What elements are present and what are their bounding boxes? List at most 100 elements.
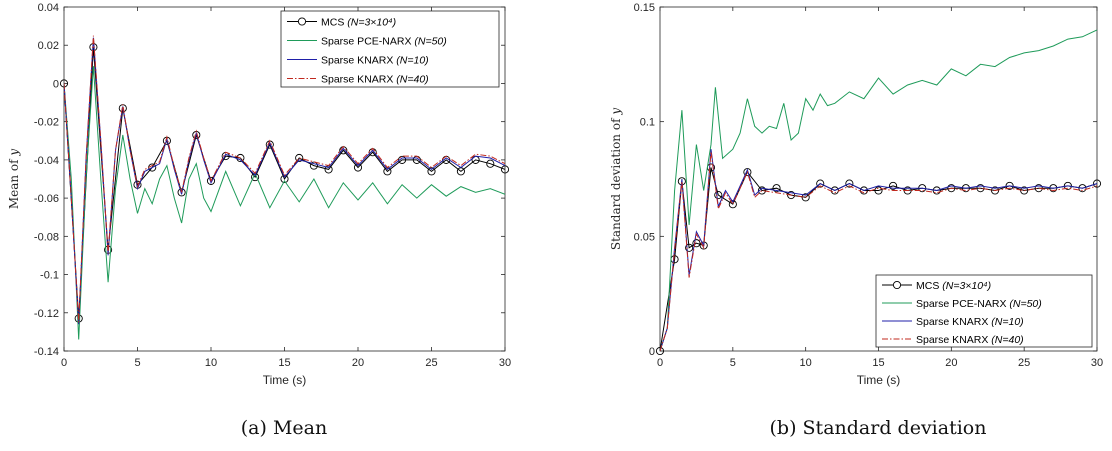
mcs-marker xyxy=(947,184,956,193)
y-axis-label-text: Mean of xyxy=(7,156,21,210)
y-axis-label-variable: y xyxy=(7,149,21,157)
y-tick-label: -0.02 xyxy=(34,117,59,129)
legend-box xyxy=(875,274,1093,348)
x-tick-label: 5 xyxy=(730,357,736,369)
legend-series-name: Sparse KNARX xyxy=(321,74,396,86)
legend-series-sample-size: (N=3×10⁴) xyxy=(942,280,991,292)
mcs-marker xyxy=(206,176,216,185)
legend-series-sample-size: (N=3×10⁴) xyxy=(347,17,396,29)
legend-series-sample-size: (N=10) xyxy=(396,55,428,67)
x-axis-label: Time (s) xyxy=(263,373,307,387)
legend-entry-3: Sparse KNARX (N=40) xyxy=(321,74,429,86)
y-axis-label: Standard deviation of y xyxy=(609,108,623,250)
series-line-3 xyxy=(64,35,505,323)
mcs-marker xyxy=(976,184,985,193)
series-line-0 xyxy=(64,47,505,319)
mcs-marker xyxy=(1005,181,1014,190)
mcs-marker xyxy=(787,191,796,200)
x-tick-label: 30 xyxy=(499,357,511,369)
y-tick-label: -0.14 xyxy=(34,346,59,358)
y-tick-label: 0.15 xyxy=(634,2,655,14)
legend-entry-3: Sparse KNARX (N=40) xyxy=(916,334,1024,346)
legend-series-sample-size: (N=40) xyxy=(991,334,1023,346)
legend-series-name: Sparse KNARX xyxy=(916,316,991,328)
legend-series-sample-size: (N=50) xyxy=(414,36,446,48)
x-tick-label: 0 xyxy=(61,357,67,369)
y-tick-label: 0.1 xyxy=(640,117,655,129)
y-tick-label: 0 xyxy=(53,78,59,90)
y-axis-label-variable: y xyxy=(609,108,623,116)
legend-series-name: Sparse KNARX xyxy=(916,334,991,346)
legend-entry-1: Sparse PCE-NARX (N=50) xyxy=(321,36,447,48)
y-tick-label: -0.1 xyxy=(40,270,59,282)
mcs-marker xyxy=(743,168,752,177)
legend-series-name: MCS xyxy=(916,280,942,292)
mean-chart: 0 5 10 15 20 25 30 0.04 0.02 0 -0.02 -0.04 -0.06 -0.0… xyxy=(7,2,511,439)
y-axis-label-text: Standard deviation of xyxy=(609,115,623,250)
legend-series-name: MCS xyxy=(321,17,347,29)
mcs-marker xyxy=(845,179,854,188)
y-tick-label: -0.04 xyxy=(34,155,59,167)
mcs-marker xyxy=(801,193,810,202)
legend-entry-2: Sparse KNARX (N=10) xyxy=(916,316,1024,328)
x-tick-label: 15 xyxy=(278,357,290,369)
mcs-marker xyxy=(1020,186,1029,195)
legend-series-name: Sparse PCE-NARX xyxy=(321,36,414,48)
mcs-marker xyxy=(1034,184,1043,193)
legend-series-sample-size: (N=50) xyxy=(1009,298,1041,310)
mcs-marker xyxy=(486,159,495,168)
mcs-marker xyxy=(889,181,898,190)
legend-series-sample-size: (N=10) xyxy=(991,316,1023,328)
series-line-2 xyxy=(64,37,505,325)
legend: MCS (N=3×10⁴)Sparse PCE-NARX (N=50)Spars… xyxy=(280,10,500,88)
mcs-marker xyxy=(714,191,723,200)
mcs-marker xyxy=(692,239,701,248)
x-tick-label: 20 xyxy=(945,357,957,369)
x-tick-label: 10 xyxy=(800,357,812,369)
series-line-1 xyxy=(64,66,505,340)
mcs-marker xyxy=(1049,184,1058,193)
legend: MCS (N=3×10⁴) Sparse PCE-NARX (N=50) Spars… xyxy=(875,274,1093,348)
y-tick-label: 0.02 xyxy=(38,40,59,52)
mcs-marker xyxy=(309,161,318,170)
y-tick-label: -0.06 xyxy=(34,193,59,205)
legend-entry-2: Sparse KNARX (N=10) xyxy=(321,55,429,67)
x-tick-label: 10 xyxy=(205,357,217,369)
mcs-marker xyxy=(859,186,868,195)
mcs-marker xyxy=(830,186,839,195)
y-tick-label: -0.08 xyxy=(34,231,59,243)
mcs-marker xyxy=(1078,184,1087,193)
mcs-marker xyxy=(772,184,781,193)
mcs-marker xyxy=(655,346,665,356)
mcs-marker xyxy=(1063,181,1072,190)
mcs-marker xyxy=(932,186,941,195)
y-tick-label: 0 xyxy=(649,346,655,358)
legend-entry-0: MCS (N=3×10⁴) xyxy=(321,17,396,29)
mcs-marker xyxy=(1092,179,1102,188)
x-tick-label: 25 xyxy=(425,357,437,369)
mcs-marker xyxy=(757,186,767,195)
mcs-marker xyxy=(295,153,304,163)
mcs-marker xyxy=(990,186,1000,195)
x-tick-label: 20 xyxy=(352,357,364,369)
mcs-marker xyxy=(874,186,883,195)
x-tick-label: 0 xyxy=(657,357,663,369)
series-line-3 xyxy=(660,151,1097,351)
x-tick-label: 5 xyxy=(134,357,140,369)
subfigure-caption: (b) Standard deviation xyxy=(770,417,987,439)
mcs-marker xyxy=(961,184,970,193)
mcs-marker xyxy=(500,165,510,174)
mcs-marker xyxy=(685,243,694,252)
legend-series-name: Sparse PCE-NARX xyxy=(916,298,1009,310)
y-axis-label: Mean of y xyxy=(7,149,21,210)
legend-series-sample-size: (N=40) xyxy=(396,74,428,86)
y-tick-label: 0.05 xyxy=(634,231,655,243)
legend-box xyxy=(280,10,500,88)
x-tick-label: 15 xyxy=(872,357,884,369)
mcs-marker xyxy=(816,179,825,188)
y-tick-label: -0.12 xyxy=(34,308,59,320)
mcs-marker xyxy=(398,155,407,164)
legend-marker xyxy=(297,17,307,26)
legend-series-name: Sparse KNARX xyxy=(321,55,396,67)
